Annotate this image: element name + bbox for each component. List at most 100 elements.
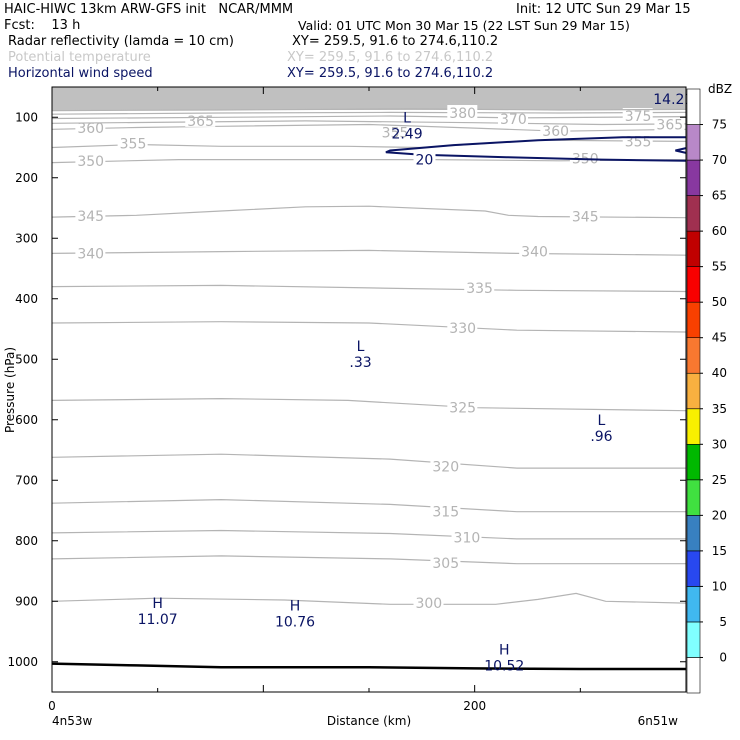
theta-label-bg [447,105,478,120]
header-line2-left: Fcst: 13 h [4,18,81,33]
colorbar: 0 5 10 15 20 25 30 35 40 45 50 55 60 65 70 75 [686,88,727,694]
theta-label-365: 365 [656,118,683,134]
theta-label-325: 325 [449,401,476,417]
colorbar-level-label: 30 [712,437,727,451]
theta-label-340: 340 [77,246,104,262]
wind-label-20: 20 [415,153,433,169]
x-end-label-right: 6n51w [638,714,679,728]
theta-label-bg [75,152,106,167]
theta-contour-345 [51,205,687,219]
theta-contour-305 [51,555,686,565]
extremum-H-marker: H [499,643,510,659]
axes: 100 200 300 400 500 600 700 800 900 1000 0 200 [7,87,687,713]
theta-label-bg [185,112,216,127]
theta-contour-365 [51,120,687,126]
theta-label-bg [447,319,478,334]
extremum-H-marker: H [290,599,301,615]
extremum-H-value: 10.52 [484,659,524,675]
theta-contour-310 [51,529,686,540]
theta-label-370: 370 [500,112,527,128]
wind-contours: 20 [385,136,687,169]
colorbar-level-label: 60 [712,224,727,238]
y-tick-label: 900 [15,594,38,608]
colorbar-level-label: 0 [719,650,727,664]
theta-label-375: 375 [625,109,652,125]
y-axis-title: Pressure (hPa) [3,347,17,433]
theta-label-bg [447,399,478,414]
colorbar-swatch [686,195,701,232]
theta-label-bg [75,245,106,260]
header-line1-right: Init: 12 UTC Sun 29 Mar 15 [516,2,691,17]
theta-label-bg [451,529,482,544]
theta-label-345: 345 [77,209,104,225]
theta-label-bg [75,120,106,135]
colorbar-swatch [686,515,701,552]
header-line3-right: XY= 259.5, 91.6 to 274.6,110.2 [292,34,499,49]
x-tick-label: 0 [48,699,56,713]
y-tick-label: 200 [15,171,38,185]
theta-label-300: 300 [415,596,442,612]
header-line1-left: HAIC-HIWC 13km ARW-GFS init NCAR/MMM [4,2,294,17]
extremum-L-value: 2.49 [391,126,422,142]
y-tick-label: 600 [15,413,38,427]
extremum-H-marker: H [152,596,163,612]
theta-label-bg [117,135,148,150]
theta-dense-band [52,87,686,110]
theta-label-bg [498,111,529,126]
extremum-H-value: 11.07 [138,612,178,628]
header-line5-right: XY= 259.5, 91.6 to 274.6,110.2 [287,66,494,81]
header-line3-left: Radar reflectivity (lamda = 10 cm) [8,34,234,49]
colorbar-level-label: 70 [712,153,727,167]
colorbar-level-label: 40 [712,366,727,380]
colorbar-level-label: 5 [719,615,727,629]
extremum-L-marker: L [598,413,606,429]
extremum-L-marker: L [403,110,411,126]
extremum-H-value: 10.76 [275,615,315,631]
colorbar-swatch [686,586,701,623]
theta-label-350: 350 [77,154,104,170]
wind-max-label: 14.21 [653,92,693,108]
header-line5-left: Horizontal wind speed [8,66,153,81]
colorbar-level-label: 10 [712,579,727,593]
theta-label-355: 355 [382,125,409,141]
colorbar-swatch [686,337,701,374]
y-tick-label: 100 [15,110,38,124]
theta-contour-375 [51,111,687,115]
colorbar-swatch [686,550,701,587]
theta-label-bg [569,208,600,223]
theta-label-355: 355 [625,134,652,150]
x-axis-title: Distance (km) [327,714,411,728]
theta-label-bg [379,124,410,139]
y-tick-label: 1000 [7,655,38,669]
theta-label-bg [430,503,461,518]
theta-label-360: 360 [77,121,104,137]
colorbar-swatch [686,621,701,658]
plot-frame [51,86,687,693]
header-line4-left: Potential temperature [8,50,151,65]
theta-contour-325 [51,397,687,412]
colorbar-level-label: 50 [712,295,727,309]
theta-label-365: 365 [187,114,214,130]
y-tick-label: 500 [15,352,38,366]
theta-label-bg [430,458,461,473]
theta-label-bg [569,150,600,165]
theta-contour-300 [51,592,687,605]
theta-contour-380 [51,108,687,112]
header-line2-right: Valid: 01 UTC Mon 30 Mar 15 (22 LST Sun … [298,18,630,33]
wind-contour-20-1 [675,147,687,154]
colorbar-swatch [686,301,701,339]
theta-label-330: 330 [449,321,476,337]
colorbar-swatch [686,408,701,445]
theta-label-310: 310 [454,531,481,547]
x-end-label-left: 4n53w [52,714,93,728]
extremum-L-value: .96 [590,429,612,445]
colorbar-swatch [686,230,701,267]
theta-shaded-region [52,87,686,110]
colorbar-level-label: 35 [712,402,727,416]
theta-label-335: 335 [466,281,493,297]
theta-label-bg [654,116,685,131]
header-line4-right: XY= 259.5, 91.6 to 274.6,110.2 [287,50,494,65]
theta-label-bg [430,555,461,570]
theta-contour-340 [51,249,687,256]
